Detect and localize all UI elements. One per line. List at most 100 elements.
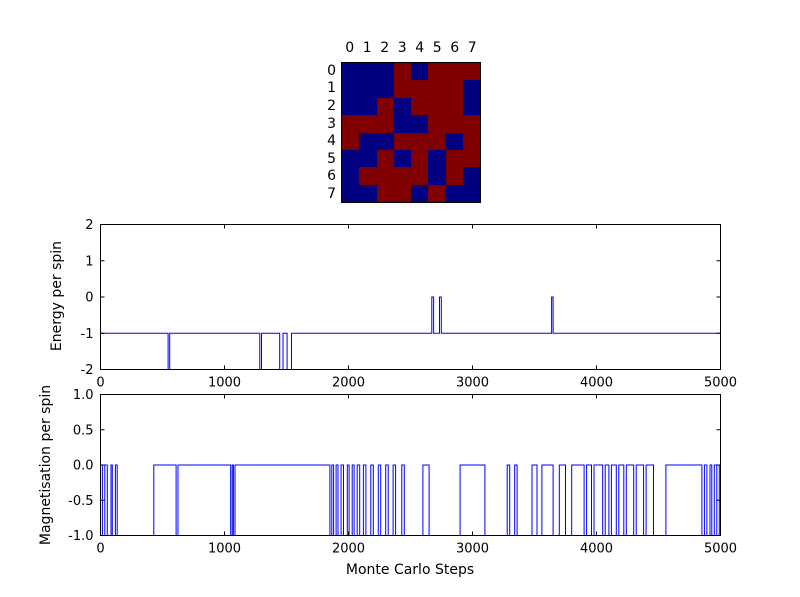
heatmap-cell <box>393 63 411 81</box>
heatmap-cell <box>359 115 377 133</box>
x-tick-label: 5000 <box>704 542 737 557</box>
heatmap-cell <box>462 167 480 185</box>
heatmap-cell <box>376 149 394 168</box>
y-tick-label: -1 <box>81 327 94 342</box>
x-tick-label: 0 <box>96 542 104 557</box>
magnetisation-line-series <box>100 464 721 536</box>
heatmap-cell <box>445 115 463 133</box>
heatmap-cell <box>411 149 429 168</box>
heatmap-x-tick-label: 3 <box>397 40 407 56</box>
y-tick-label: 0.0 <box>73 459 94 474</box>
heatmap-cell <box>445 97 463 116</box>
heatmap-cell <box>359 167 377 185</box>
heatmap-y-tick-label: 2 <box>327 98 336 114</box>
x-axis-title: Monte Carlo Steps <box>345 562 475 578</box>
x-tick-label: 3000 <box>456 542 489 557</box>
heatmap-cell <box>428 149 446 168</box>
heatmap-cell <box>411 97 429 116</box>
heatmap-y-tick-label: 7 <box>327 186 336 202</box>
y-tick-label: 0.5 <box>73 423 94 438</box>
heatmap-y-tick-label: 1 <box>327 80 336 97</box>
heatmap-cell <box>342 115 360 133</box>
heatmap-cell <box>359 132 377 150</box>
x-tick-label: 1000 <box>208 542 241 557</box>
heatmap-cell <box>445 80 463 98</box>
heatmap-cell <box>428 115 446 133</box>
heatmap-cell <box>462 97 480 116</box>
spin-lattice-heatmap <box>341 62 481 203</box>
x-tick-label: 3000 <box>456 376 489 391</box>
heatmap-cell <box>359 149 377 168</box>
y-tick-label: -0.5 <box>68 494 93 509</box>
axes-frame <box>100 224 721 370</box>
heatmap-cell <box>462 63 480 81</box>
heatmap-x-tick-label: 1 <box>362 40 372 56</box>
heatmap-cell <box>359 184 377 202</box>
heatmap-x-tick-label: 5 <box>432 40 442 56</box>
heatmap-cell <box>376 63 394 81</box>
heatmap-cell <box>462 132 480 150</box>
magnetisation-axis-title: Magnetisation per spin <box>38 384 54 546</box>
heatmap-cell <box>428 167 446 185</box>
heatmap-x-tick-label: 6 <box>450 40 460 56</box>
heatmap-x-tick-label: 7 <box>467 40 477 56</box>
heatmap-cell <box>411 132 429 150</box>
heatmap-cell <box>393 149 411 168</box>
y-tick-label: 1 <box>85 254 93 269</box>
heatmap-cell <box>342 184 360 202</box>
heatmap-y-tick-label: 4 <box>327 133 336 150</box>
heatmap-cell <box>428 97 446 116</box>
heatmap-cell <box>393 167 411 185</box>
heatmap-cell <box>359 97 377 116</box>
x-tick-label: 5000 <box>704 376 737 391</box>
heatmap-cell <box>342 132 360 150</box>
x-tick-label: 2000 <box>332 542 365 557</box>
heatmap-cell <box>393 97 411 116</box>
heatmap-cell <box>393 184 411 202</box>
heatmap-y-tick-label: 6 <box>327 168 336 185</box>
y-tick-label: -1.0 <box>68 529 93 544</box>
heatmap-cell <box>462 115 480 133</box>
heatmap-cell <box>411 63 429 81</box>
heatmap-cell <box>376 184 394 202</box>
heatmap-cell <box>462 80 480 98</box>
x-tick-label: 4000 <box>580 542 613 557</box>
heatmap-cell <box>376 132 394 150</box>
heatmap-cell <box>428 80 446 98</box>
heatmap-cell <box>462 149 480 168</box>
y-tick-label: 1.0 <box>73 388 94 403</box>
heatmap-cell <box>342 97 360 116</box>
heatmap-cell <box>393 80 411 98</box>
heatmap-cell <box>376 80 394 98</box>
heatmap-cell <box>376 97 394 116</box>
energy-axis-title: Energy per spin <box>49 240 65 352</box>
heatmap-cell <box>445 132 463 150</box>
x-tick-label: 4000 <box>580 376 613 391</box>
heatmap-cell <box>445 167 463 185</box>
heatmap-cell <box>445 184 463 202</box>
heatmap-cell <box>411 115 429 133</box>
heatmap-cell <box>411 184 429 202</box>
heatmap-cell <box>342 167 360 185</box>
heatmap-cell <box>376 115 394 133</box>
heatmap-cell <box>428 184 446 202</box>
heatmap-y-tick-label: 5 <box>327 150 336 167</box>
heatmap-cell <box>342 80 360 98</box>
heatmap-x-tick-label: 2 <box>380 40 390 56</box>
heatmap-cell <box>359 63 377 81</box>
heatmap-cell <box>359 80 377 98</box>
heatmap-x-tick-label: 0 <box>345 40 355 56</box>
x-tick-label: 2000 <box>332 376 365 391</box>
heatmap-cell <box>445 63 463 81</box>
heatmap-y-tick-label: 0 <box>327 62 336 79</box>
y-tick-label: 0 <box>85 291 93 306</box>
y-tick-label: -2 <box>81 363 94 378</box>
heatmap-cell <box>411 167 429 185</box>
x-tick-label: 0 <box>96 376 104 391</box>
x-tick-label: 1000 <box>208 376 241 391</box>
heatmap-cell <box>445 149 463 168</box>
heatmap-cell <box>428 63 446 81</box>
heatmap-cell <box>411 80 429 98</box>
